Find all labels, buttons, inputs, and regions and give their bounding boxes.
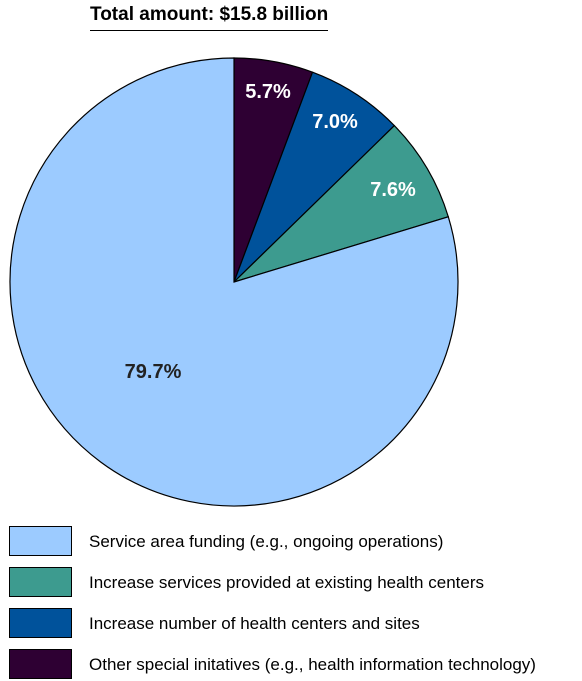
legend-item-increase-services: Increase services provided at existing h… [9, 567, 582, 599]
legend-swatch-increase-services [9, 567, 72, 597]
chart-title: Total amount: $15.8 billion [90, 4, 329, 31]
pie-data-label-0: 5.7% [245, 81, 291, 103]
legend-label-increase-number: Increase number of health centers and si… [89, 614, 420, 633]
legend-label-increase-services: Increase services provided at existing h… [89, 573, 484, 592]
legend-swatch-service-area [9, 526, 72, 556]
legend-label-service-area: Service area funding (e.g., ongoing oper… [89, 532, 444, 551]
pie-data-label-1: 7.0% [312, 111, 358, 133]
legend-swatch-increase-number [9, 608, 72, 638]
legend-item-service-area: Service area funding (e.g., ongoing oper… [9, 526, 582, 558]
pie-data-label-2: 7.6% [370, 179, 416, 201]
pie-slice-2 [233, 124, 450, 283]
pie-slice-3 [9, 57, 459, 507]
pie-data-label-3: 79.7% [125, 361, 182, 383]
legend-swatch-other-special [9, 649, 72, 679]
legend-label-other-special: Other special initatives (e.g., health i… [89, 655, 536, 674]
pie-chart: 5.7% 7.0% 7.6% 79.7% [9, 57, 459, 507]
legend-item-increase-number: Increase number of health centers and si… [9, 608, 582, 640]
legend-item-other-special: Other special initatives (e.g., health i… [9, 649, 582, 681]
